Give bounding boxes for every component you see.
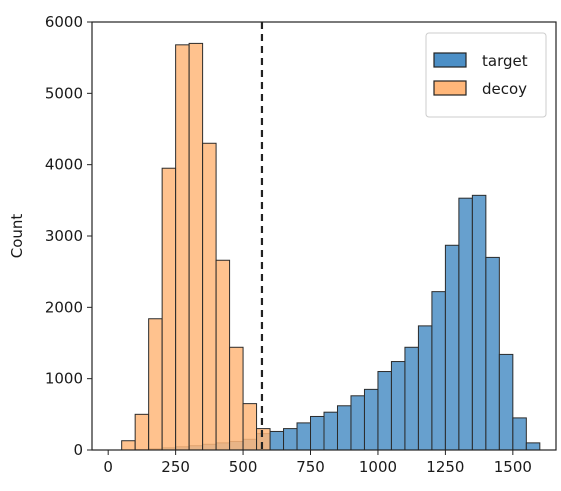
decoy-bar <box>257 429 270 450</box>
target-bar <box>472 195 485 450</box>
decoy-bars <box>122 43 270 450</box>
target-bar <box>337 406 350 450</box>
y-tick-label: 5000 <box>45 84 83 102</box>
decoy-bar <box>135 414 148 450</box>
y-axis-label: Count <box>8 214 26 259</box>
y-tick-label: 3000 <box>45 227 83 245</box>
target-bar <box>418 326 431 450</box>
x-tick-label: 750 <box>296 458 325 476</box>
target-bar <box>364 389 377 450</box>
decoy-bar <box>189 43 202 450</box>
target-bar <box>445 245 458 450</box>
target-bar <box>311 416 324 450</box>
decoy-bar <box>162 168 175 450</box>
decoy-bar <box>122 441 135 450</box>
x-tick-label: 1250 <box>426 458 464 476</box>
y-tick-label: 4000 <box>45 156 83 174</box>
target-bar <box>270 431 283 450</box>
target-bar <box>526 443 539 450</box>
decoy-bar <box>203 143 216 450</box>
target-bar <box>324 412 337 450</box>
target-bar <box>513 418 526 450</box>
x-tick-label: 1000 <box>359 458 397 476</box>
decoy-bar <box>216 260 229 450</box>
target-bar <box>351 396 364 450</box>
target-bar <box>405 347 418 450</box>
legend-label-decoy: decoy <box>482 80 527 98</box>
x-tick-label: 0 <box>103 458 113 476</box>
y-tick-label: 0 <box>73 441 83 459</box>
target-bar <box>297 423 310 450</box>
decoy-bar <box>176 45 189 450</box>
y-tick-label: 6000 <box>45 13 83 31</box>
x-tick-label: 250 <box>161 458 190 476</box>
target-bar <box>391 362 404 450</box>
legend-swatch-target <box>434 53 466 67</box>
target-bar <box>284 429 297 450</box>
legend-box <box>426 33 546 117</box>
legend-swatch-decoy <box>434 81 466 95</box>
decoy-bar <box>243 404 256 450</box>
legend-label-target: target <box>482 52 528 70</box>
target-bar <box>432 292 445 450</box>
legend: target decoy <box>426 33 546 117</box>
y-tick-label: 1000 <box>45 370 83 388</box>
decoy-bar <box>149 319 162 450</box>
decoy-bar <box>230 347 243 450</box>
target-bar <box>486 257 499 450</box>
target-bar <box>459 198 472 450</box>
x-tick-label: 500 <box>229 458 258 476</box>
target-bar <box>378 372 391 450</box>
target-bar <box>499 354 512 450</box>
y-tick-label: 2000 <box>45 298 83 316</box>
x-tick-label: 1500 <box>494 458 532 476</box>
